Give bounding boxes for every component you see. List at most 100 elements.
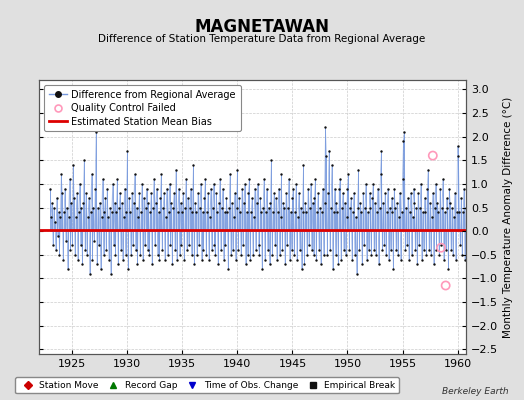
Point — [494, 218, 502, 225]
Point — [468, 166, 476, 173]
Point — [397, 256, 405, 263]
Point — [193, 252, 201, 258]
Point — [208, 247, 216, 253]
Point — [347, 195, 355, 201]
Point — [111, 200, 119, 206]
Point — [268, 252, 277, 258]
Point — [261, 209, 270, 216]
Point — [429, 152, 437, 159]
Point — [217, 247, 225, 253]
Point — [278, 247, 287, 253]
Point — [176, 252, 184, 258]
Point — [377, 148, 386, 154]
Point — [456, 242, 464, 248]
Point — [138, 181, 146, 187]
Point — [250, 214, 258, 220]
Point — [187, 186, 195, 192]
Point — [129, 200, 138, 206]
Point — [146, 209, 155, 216]
Point — [511, 195, 519, 201]
Point — [281, 261, 289, 268]
Point — [469, 247, 477, 253]
Point — [310, 195, 319, 201]
Point — [388, 209, 397, 216]
Point — [294, 190, 303, 196]
Point — [260, 176, 268, 182]
Point — [325, 148, 333, 154]
Point — [288, 195, 297, 201]
Point — [196, 181, 205, 187]
Point — [301, 200, 310, 206]
Point — [336, 176, 344, 182]
Point — [269, 209, 277, 216]
Point — [464, 195, 473, 201]
Point — [283, 242, 291, 248]
Point — [356, 200, 365, 206]
Point — [372, 252, 380, 258]
Point — [235, 195, 244, 201]
Point — [121, 186, 129, 192]
Point — [113, 176, 122, 182]
Point — [157, 171, 166, 178]
Point — [92, 129, 101, 135]
Point — [228, 247, 237, 253]
Point — [84, 214, 92, 220]
Point — [351, 252, 359, 258]
Point — [227, 252, 235, 258]
Point — [437, 242, 445, 248]
Point — [305, 204, 314, 211]
Point — [335, 186, 343, 192]
Point — [191, 200, 200, 206]
Point — [392, 247, 400, 253]
Point — [293, 256, 301, 263]
Point — [289, 186, 298, 192]
Point — [248, 195, 256, 201]
Point — [239, 242, 247, 248]
Point — [402, 204, 410, 211]
Point — [298, 209, 307, 216]
Point — [259, 204, 267, 211]
Point — [439, 176, 447, 182]
Point — [408, 252, 416, 258]
Point — [448, 204, 456, 211]
Point — [462, 204, 470, 211]
Text: Difference of Station Temperature Data from Regional Average: Difference of Station Temperature Data f… — [99, 34, 425, 44]
Point — [491, 242, 499, 248]
Point — [441, 209, 449, 216]
Point — [102, 247, 111, 253]
Point — [421, 209, 430, 216]
Point — [246, 256, 255, 263]
Point — [253, 200, 261, 206]
Point — [333, 209, 342, 216]
Point — [387, 195, 396, 201]
Point — [276, 214, 285, 220]
Point — [258, 266, 266, 272]
Point — [461, 256, 469, 263]
Point — [322, 152, 331, 159]
Point — [442, 282, 450, 289]
Point — [420, 195, 429, 201]
Point — [184, 242, 193, 248]
Point — [155, 209, 163, 216]
Point — [97, 214, 106, 220]
Point — [56, 252, 64, 258]
Point — [239, 200, 248, 206]
Point — [423, 186, 431, 192]
Point — [219, 186, 227, 192]
Point — [330, 209, 338, 216]
Point — [373, 209, 381, 216]
Point — [282, 190, 290, 196]
Point — [263, 186, 271, 192]
Point — [496, 252, 504, 258]
Point — [150, 176, 158, 182]
Point — [114, 261, 123, 268]
Point — [417, 181, 425, 187]
Point — [331, 186, 339, 192]
Point — [68, 242, 77, 248]
Point — [473, 190, 481, 196]
Point — [358, 261, 366, 268]
Point — [298, 266, 306, 272]
Point — [370, 247, 378, 253]
Point — [381, 190, 389, 196]
Point — [427, 252, 435, 258]
